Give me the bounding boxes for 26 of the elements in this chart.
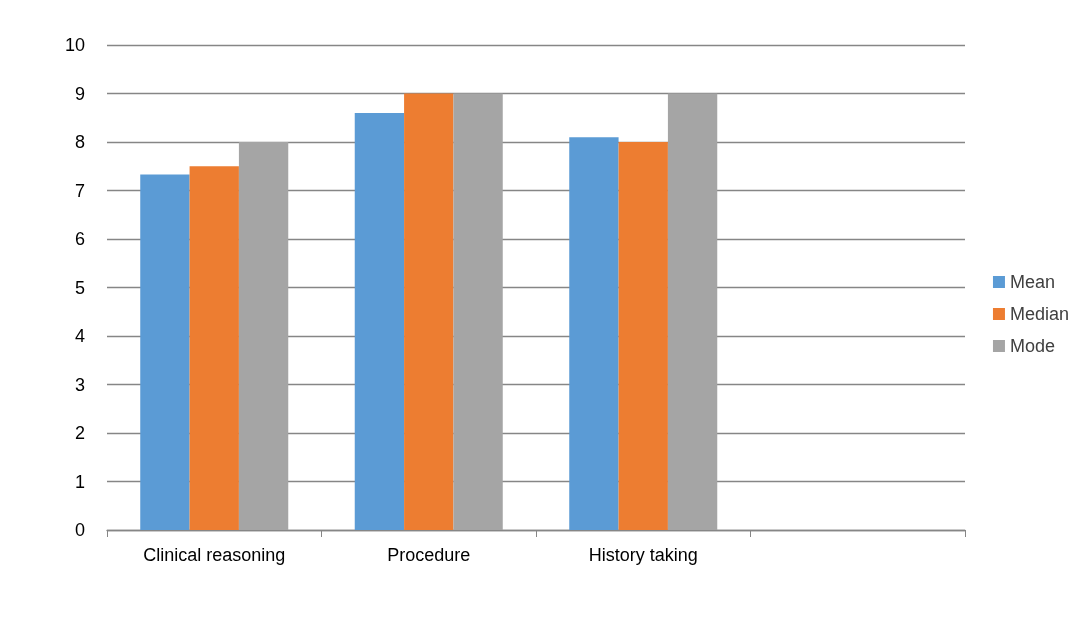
legend-label: Mean <box>1009 272 1055 292</box>
bar <box>189 166 239 530</box>
y-tick-label: 9 <box>74 83 85 104</box>
y-tick-label: 2 <box>74 423 85 443</box>
bar <box>354 112 405 530</box>
bar <box>667 93 718 530</box>
y-tick-label: 0 <box>74 520 85 540</box>
y-tick-label: 5 <box>74 277 85 298</box>
legend-label: Mode <box>1009 336 1055 356</box>
y-tick-label: 4 <box>74 326 85 346</box>
bar <box>140 174 190 530</box>
bar <box>618 142 668 530</box>
bar <box>569 137 619 530</box>
x-tick-label: Clinical reasoning <box>143 545 286 565</box>
x-tick-label: History taking <box>588 545 698 565</box>
legend-label: Median <box>1009 304 1070 324</box>
x-tick-label: Procedure <box>387 545 471 565</box>
bar <box>453 93 503 530</box>
y-tick-label: 3 <box>74 374 85 395</box>
y-tick-label: 10 <box>64 35 85 55</box>
y-tick-label: 1 <box>74 471 85 492</box>
bar <box>238 142 289 530</box>
y-tick-label: 7 <box>74 180 85 201</box>
y-tick-label: 6 <box>74 229 85 249</box>
bar <box>404 93 454 530</box>
y-tick-label: 8 <box>74 132 85 152</box>
